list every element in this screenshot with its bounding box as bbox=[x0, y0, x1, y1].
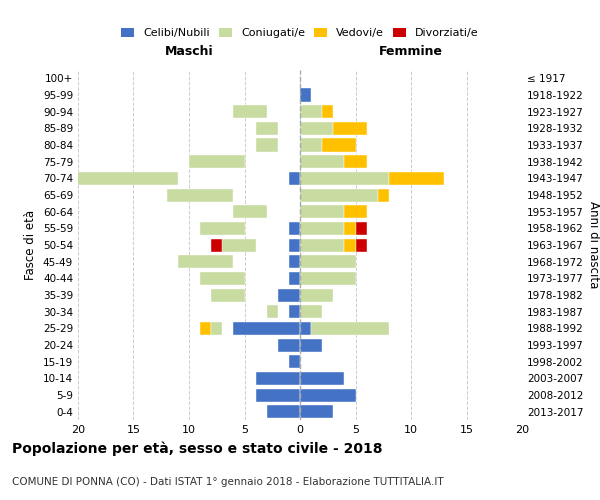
Bar bbox=[300, 272, 355, 285]
Bar bbox=[167, 188, 233, 202]
Bar bbox=[222, 238, 256, 252]
Bar bbox=[344, 155, 367, 168]
Bar bbox=[278, 288, 300, 302]
Bar bbox=[334, 122, 367, 135]
Bar bbox=[67, 172, 178, 185]
Bar bbox=[222, 155, 233, 168]
Bar bbox=[300, 88, 311, 102]
Bar bbox=[266, 305, 278, 318]
Bar bbox=[233, 205, 266, 218]
Bar bbox=[266, 405, 300, 418]
Bar bbox=[300, 288, 334, 302]
Bar bbox=[211, 238, 233, 252]
Bar bbox=[289, 355, 300, 368]
Bar bbox=[256, 138, 266, 151]
Bar bbox=[300, 155, 344, 168]
Bar bbox=[389, 172, 444, 185]
Bar bbox=[222, 272, 233, 285]
Text: Femmine: Femmine bbox=[379, 45, 443, 58]
Bar bbox=[300, 205, 344, 218]
Bar bbox=[289, 172, 300, 185]
Bar bbox=[355, 222, 367, 235]
Bar bbox=[289, 272, 300, 285]
Bar bbox=[178, 255, 233, 268]
Bar bbox=[300, 238, 344, 252]
Bar bbox=[300, 188, 378, 202]
Bar bbox=[256, 388, 300, 402]
Bar bbox=[211, 188, 222, 202]
Bar bbox=[200, 222, 245, 235]
Bar bbox=[233, 322, 300, 335]
Bar bbox=[289, 238, 300, 252]
Bar bbox=[289, 222, 300, 235]
Bar bbox=[300, 338, 322, 351]
Bar bbox=[245, 105, 256, 118]
Bar bbox=[278, 338, 300, 351]
Bar bbox=[200, 272, 245, 285]
Bar bbox=[200, 322, 211, 335]
Text: COMUNE DI PONNA (CO) - Dati ISTAT 1° gennaio 2018 - Elaborazione TUTTITALIA.IT: COMUNE DI PONNA (CO) - Dati ISTAT 1° gen… bbox=[12, 477, 443, 487]
Bar bbox=[300, 305, 322, 318]
Bar bbox=[300, 105, 322, 118]
Bar bbox=[378, 188, 389, 202]
Text: Popolazione per età, sesso e stato civile - 2018: Popolazione per età, sesso e stato civil… bbox=[12, 441, 383, 456]
Bar bbox=[300, 138, 322, 151]
Bar bbox=[211, 322, 222, 335]
Bar bbox=[300, 372, 344, 385]
Bar bbox=[300, 222, 344, 235]
Bar bbox=[311, 322, 389, 335]
Bar bbox=[256, 122, 278, 135]
Bar bbox=[289, 255, 300, 268]
Bar bbox=[300, 405, 334, 418]
Bar bbox=[344, 205, 367, 218]
Bar bbox=[189, 155, 245, 168]
Bar bbox=[289, 305, 300, 318]
Bar bbox=[300, 255, 355, 268]
Y-axis label: Anni di nascita: Anni di nascita bbox=[587, 202, 600, 288]
Bar bbox=[355, 238, 367, 252]
Text: Maschi: Maschi bbox=[164, 45, 214, 58]
Bar bbox=[211, 288, 245, 302]
Bar bbox=[233, 105, 266, 118]
Bar bbox=[300, 122, 334, 135]
Bar bbox=[322, 138, 355, 151]
Bar bbox=[300, 322, 311, 335]
Bar bbox=[256, 372, 300, 385]
Bar bbox=[344, 238, 355, 252]
Bar bbox=[322, 105, 334, 118]
Bar bbox=[300, 388, 355, 402]
Bar bbox=[256, 138, 278, 151]
Y-axis label: Fasce di età: Fasce di età bbox=[25, 210, 37, 280]
Bar bbox=[300, 172, 389, 185]
Bar bbox=[222, 222, 233, 235]
Legend: Celibi/Nubili, Coniugati/e, Vedovi/e, Divorziati/e: Celibi/Nubili, Coniugati/e, Vedovi/e, Di… bbox=[117, 23, 483, 42]
Bar bbox=[344, 222, 355, 235]
Bar bbox=[89, 172, 133, 185]
